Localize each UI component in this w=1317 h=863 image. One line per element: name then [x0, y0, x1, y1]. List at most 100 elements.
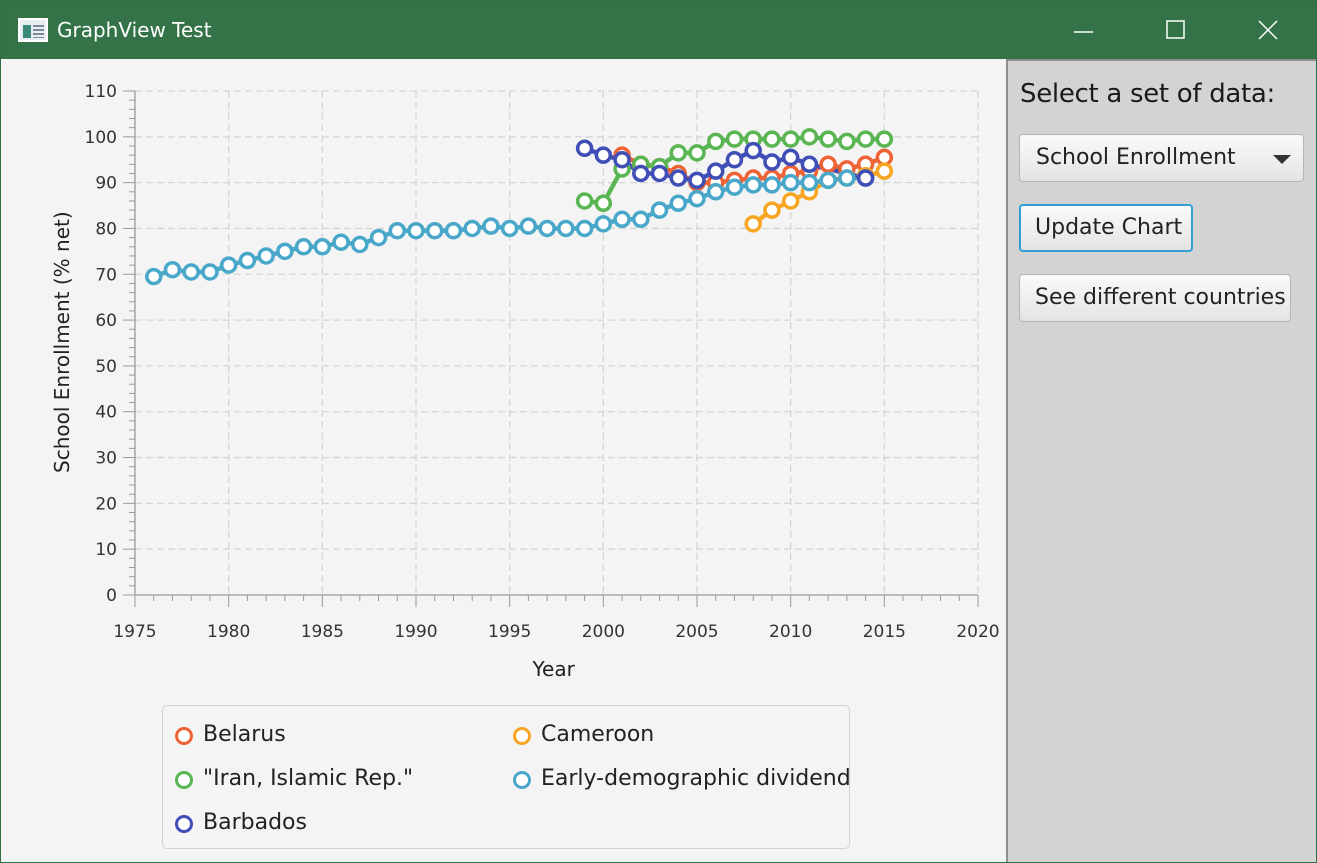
data-point	[800, 155, 819, 174]
minimize-button[interactable]	[1038, 1, 1130, 59]
data-point	[725, 178, 744, 196]
y-tick-label: 110	[85, 82, 117, 102]
legend-label: Early-demographic dividend	[541, 766, 851, 791]
y-tick-label: 60	[95, 311, 117, 331]
data-point	[163, 260, 182, 279]
y-tick-label: 70	[95, 265, 117, 285]
data-point	[482, 217, 500, 235]
y-tick-label: 90	[95, 174, 117, 194]
y-tick-label: 100	[85, 128, 117, 148]
y-tick-label: 80	[95, 219, 117, 239]
maximize-icon	[1166, 20, 1185, 39]
data-point	[763, 130, 781, 148]
data-point	[388, 221, 407, 240]
x-tick-label: 1995	[488, 622, 531, 642]
data-point	[669, 169, 688, 187]
data-point	[238, 251, 257, 270]
x-tick-label: 1985	[301, 622, 344, 642]
x-tick-label: 1975	[113, 622, 156, 642]
legend-symbol	[175, 727, 193, 745]
chart-legend: Belarus Cameroon "Iran, Islamic Rep." Early…	[162, 705, 851, 849]
data-point	[650, 201, 669, 219]
data-point	[613, 150, 631, 169]
legend-symbol	[513, 771, 531, 789]
dropdown-selected-value: School Enrollment	[1036, 145, 1236, 170]
data-point	[519, 217, 538, 235]
data-point	[706, 132, 725, 151]
close-button[interactable]	[1222, 1, 1314, 59]
data-point	[594, 194, 613, 213]
legend-label: Cameroon	[541, 722, 655, 747]
x-tick-label: 1990	[394, 622, 437, 642]
data-point	[781, 148, 800, 167]
data-point	[407, 221, 425, 240]
data-point	[201, 263, 219, 281]
legend-symbol	[175, 771, 193, 789]
data-point	[744, 141, 762, 160]
data-point	[650, 164, 669, 183]
data-point	[800, 173, 819, 192]
y-tick-label: 40	[95, 403, 117, 423]
x-tick-label: 1980	[207, 622, 250, 642]
data-point	[781, 192, 800, 210]
data-point	[819, 155, 837, 174]
window-title: GraphView Test	[57, 18, 212, 42]
data-point	[369, 228, 388, 247]
data-point	[763, 176, 781, 194]
data-point	[819, 130, 837, 148]
data-point	[744, 215, 762, 233]
x-tick-label: 2015	[863, 622, 906, 642]
title-bar[interactable]: GraphView Test	[1, 1, 1316, 59]
chevron-down-icon	[1273, 155, 1291, 164]
data-point	[557, 219, 575, 238]
legend-symbol	[175, 815, 193, 833]
data-point	[144, 267, 163, 286]
data-point	[688, 189, 706, 208]
data-point	[538, 219, 556, 238]
data-point	[781, 130, 800, 148]
data-point	[444, 221, 463, 240]
data-point	[706, 162, 725, 180]
legend-label: Barbados	[203, 810, 307, 835]
data-point	[425, 221, 444, 240]
y-tick-label: 0	[106, 586, 117, 606]
y-tick-label: 50	[95, 357, 117, 377]
data-point	[875, 162, 894, 180]
data-point	[632, 164, 650, 183]
data-point	[725, 150, 744, 169]
data-point	[856, 130, 875, 148]
data-point	[706, 183, 725, 201]
legend-label: Belarus	[203, 722, 286, 747]
y-tick-label: 30	[95, 449, 117, 469]
x-tick-label: 2020	[956, 622, 999, 642]
dataset-dropdown[interactable]: School Enrollment	[1019, 134, 1304, 182]
data-point	[819, 171, 837, 190]
y-tick-label: 10	[95, 540, 117, 560]
data-point	[575, 192, 594, 210]
data-point	[294, 238, 313, 256]
x-tick-label: 2000	[582, 622, 625, 642]
data-point	[781, 173, 800, 192]
update-chart-button[interactable]: Update Chart	[1019, 204, 1193, 252]
data-point	[856, 169, 875, 187]
legend-symbol	[513, 727, 531, 745]
see-different-countries-button[interactable]: See different countries	[1019, 274, 1291, 322]
application-window-icon	[18, 18, 48, 42]
data-point	[763, 153, 781, 171]
data-point	[182, 263, 200, 281]
data-point	[594, 215, 613, 233]
data-point	[632, 210, 650, 229]
select-data-label: Select a set of data:	[1020, 79, 1276, 109]
data-point	[613, 210, 631, 229]
data-point	[575, 139, 594, 158]
legend-label: "Iran, Islamic Rep."	[203, 766, 414, 791]
data-point	[875, 148, 894, 167]
chart-area: 0 10 20 30 40 50 60 70 80 90 100 110 1975 1980 1985 199…	[2, 59, 1006, 862]
y-axis-label: School Enrollment (% net)	[50, 211, 74, 473]
data-point	[669, 194, 688, 213]
data-point	[838, 132, 856, 151]
data-point	[669, 144, 688, 162]
data-point	[725, 130, 744, 148]
maximize-button[interactable]	[1130, 1, 1222, 59]
